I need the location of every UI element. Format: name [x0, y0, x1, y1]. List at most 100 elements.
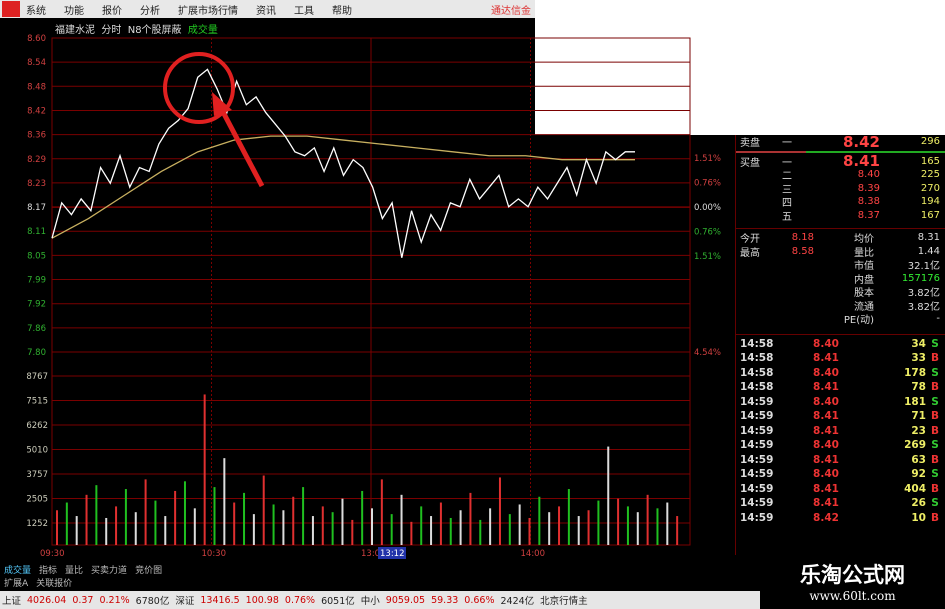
volume-bar	[124, 489, 127, 545]
tick-row: 14:58 8.41 78 B	[736, 380, 945, 395]
info-row: PE(动) -	[736, 312, 945, 326]
menu-system[interactable]: 系统	[26, 5, 46, 17]
price-tick-label: 8.42	[27, 106, 46, 116]
price-tick-label: 7.99	[27, 276, 46, 286]
level-price: 8.38	[857, 196, 880, 208]
stock-info: 今开 8.18 均价 8.31 最高 8.58 量比 1.44 市值 32.1亿…	[736, 228, 945, 326]
tick-side: S	[931, 337, 939, 350]
level-label: 一	[782, 138, 792, 150]
menu-analysis[interactable]: 分析	[140, 5, 160, 17]
menu-tools[interactable]: 工具	[294, 5, 314, 17]
volume-bar	[449, 517, 452, 545]
price-tick-label: 8.60	[27, 34, 46, 44]
volume-bar	[439, 502, 442, 545]
volume-bar	[479, 519, 482, 545]
info-key-2: 市值	[854, 261, 874, 273]
info-value: 8.58	[791, 245, 814, 257]
time-tick-label: 10:30	[202, 549, 227, 559]
volume-bar	[656, 508, 659, 545]
volume-bar	[85, 494, 88, 545]
info-row: 股本 3.82亿	[736, 285, 945, 299]
time-tick-label: 09:30	[40, 549, 65, 559]
tick-qty: 33	[911, 352, 926, 365]
volume-bar	[331, 512, 334, 545]
menu-news[interactable]: 资讯	[256, 5, 276, 17]
tick-price: 8.40	[813, 337, 839, 350]
tab-auction[interactable]: 竞价图	[135, 566, 163, 576]
tick-qty: 71	[911, 410, 926, 423]
volume-bar	[528, 517, 531, 545]
tick-row: 14:59 8.41 26 S	[736, 496, 945, 511]
status-item: 0.37	[72, 594, 94, 606]
tick-side: B	[930, 381, 939, 394]
volume-bar	[243, 492, 246, 545]
status-item: 2424亿	[500, 596, 535, 607]
indicator-name: N8个股屏蔽	[127, 25, 182, 36]
volume-bar	[302, 487, 305, 545]
price-tick-label: 8.17	[27, 203, 46, 213]
tick-price: 8.41	[813, 497, 839, 510]
volume-bar	[597, 500, 600, 545]
info-key-2: 量比	[854, 247, 874, 259]
info-key-2: 流通	[854, 301, 874, 313]
level-label: 五	[782, 211, 792, 223]
order-book-row: 二 8.40 225	[736, 168, 945, 182]
tab-extended-a[interactable]: 扩展A	[4, 579, 29, 589]
menu-help[interactable]: 帮助	[332, 5, 352, 17]
tick-side: B	[930, 424, 939, 437]
status-item: 59.33	[431, 594, 459, 606]
status-item: 上证	[2, 596, 22, 607]
tick-price: 8.40	[813, 395, 839, 408]
menu-quote[interactable]: 报价	[102, 5, 122, 17]
level-qty: 167	[920, 209, 940, 221]
volume-tick-label: 5010	[26, 446, 48, 456]
tick-time: 14:58	[740, 381, 774, 394]
level-qty: 194	[920, 196, 940, 208]
volume-bar	[252, 514, 255, 545]
volume-bar	[558, 506, 561, 545]
info-key-2: PE(动)	[843, 315, 874, 327]
pct-tick-label: 0.00%	[694, 203, 721, 213]
tab-buy-sell-force[interactable]: 买卖力道	[91, 566, 128, 576]
intraday-chart[interactable]: 福建水泥 分时 N8个股屏蔽 成交量 8.60 8.54 8.48 8.42 8.36 8…	[0, 18, 735, 563]
volume-bar	[420, 506, 423, 545]
menu-function[interactable]: 功能	[64, 5, 84, 17]
order-book-row: 五 8.37 167	[736, 209, 945, 223]
volume-tick-label: 1252	[26, 519, 48, 529]
volume-bar	[75, 516, 78, 545]
volume-bar	[193, 508, 196, 545]
volume-bar	[213, 487, 216, 545]
side-label: 卖盘	[740, 138, 760, 150]
info-value-2: 8.31	[917, 232, 940, 244]
volume-bar	[626, 506, 629, 545]
info-row: 市值 32.1亿	[736, 258, 945, 272]
volume-bar	[459, 510, 462, 545]
spread-divider	[736, 150, 945, 153]
tab-related-quotes[interactable]: 关联报价	[36, 579, 73, 589]
status-item: 中小	[360, 596, 380, 607]
tick-qty: 78	[911, 381, 926, 394]
tick-qty: 181	[904, 395, 926, 408]
volume-bar	[321, 506, 324, 545]
volume-bar	[666, 502, 669, 545]
menu-extended-market[interactable]: 扩展市场行情	[178, 5, 238, 17]
volume-bar	[380, 479, 383, 545]
tab-volume[interactable]: 成交量	[4, 566, 32, 576]
level-qty: 165	[920, 155, 940, 167]
tab-indicator[interactable]: 指标	[39, 566, 58, 576]
volume-bar	[489, 508, 492, 545]
stock-name: 福建水泥	[55, 25, 95, 36]
info-key-2: 均价	[854, 234, 874, 246]
tick-row: 14:59 8.41 404 B	[736, 482, 945, 497]
pct-tick-label: 1.51%	[694, 252, 721, 262]
side-label: 买盘	[740, 157, 760, 169]
tick-qty: 178	[904, 366, 926, 379]
tick-list[interactable]: 14:58 8.40 34 S 14:58 8.41 33 B 14:58 8.…	[736, 333, 945, 526]
volume-bar	[115, 506, 118, 545]
volume-tick-label: 8767	[26, 372, 48, 382]
pct-tick-label: 0.76%	[694, 178, 721, 188]
level-price: 8.37	[857, 209, 880, 221]
extension-tabs: 扩展A 关联报价	[0, 576, 735, 589]
tab-volume-ratio[interactable]: 量比	[65, 566, 84, 576]
level-label: 一	[782, 157, 792, 169]
